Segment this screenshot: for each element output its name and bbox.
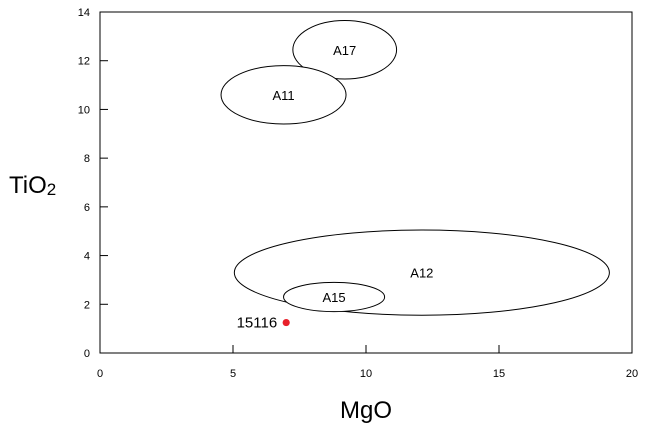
x-tick-label: 0 (97, 368, 103, 380)
field-regions: A17 A11 A12 A15 (220, 20, 610, 316)
y-tick-label: 10 (78, 104, 90, 116)
point-label: 15116 (237, 315, 278, 332)
region-label-a11: A11 (272, 88, 294, 103)
x-tick-label: 20 (626, 368, 638, 380)
y-tick-label: 0 (84, 348, 90, 360)
y-axis-title-base: TiO (9, 172, 47, 199)
x-axis-title: MgO (340, 397, 392, 424)
region-label-a12: A12 (410, 266, 433, 281)
y-tick-label: 14 (78, 7, 90, 19)
y-tick-label: 12 (78, 56, 90, 68)
data-point (282, 318, 290, 327)
region-a15 (283, 281, 386, 313)
x-axis-ticks: 0 5 10 15 20 (97, 345, 638, 380)
y-tick-label: 4 (84, 251, 90, 263)
y-tick-label: 6 (84, 202, 90, 214)
y-axis-title: TiO2 (9, 172, 56, 199)
y-axis-ticks: 0 2 4 6 8 10 12 14 (78, 7, 108, 360)
region-a11 (220, 65, 347, 125)
x-tick-label: 10 (360, 368, 372, 380)
x-tick-label: 15 (493, 368, 505, 380)
region-label-a17: A17 (333, 43, 356, 58)
region-a17 (292, 20, 398, 80)
y-tick-label: 8 (84, 153, 90, 165)
x-tick-label: 5 (230, 368, 236, 380)
region-label-a15: A15 (323, 290, 346, 305)
y-tick-label: 2 (84, 299, 90, 311)
sample-points: 15116 (237, 315, 290, 332)
y-axis-title-subscript: 2 (47, 180, 56, 199)
